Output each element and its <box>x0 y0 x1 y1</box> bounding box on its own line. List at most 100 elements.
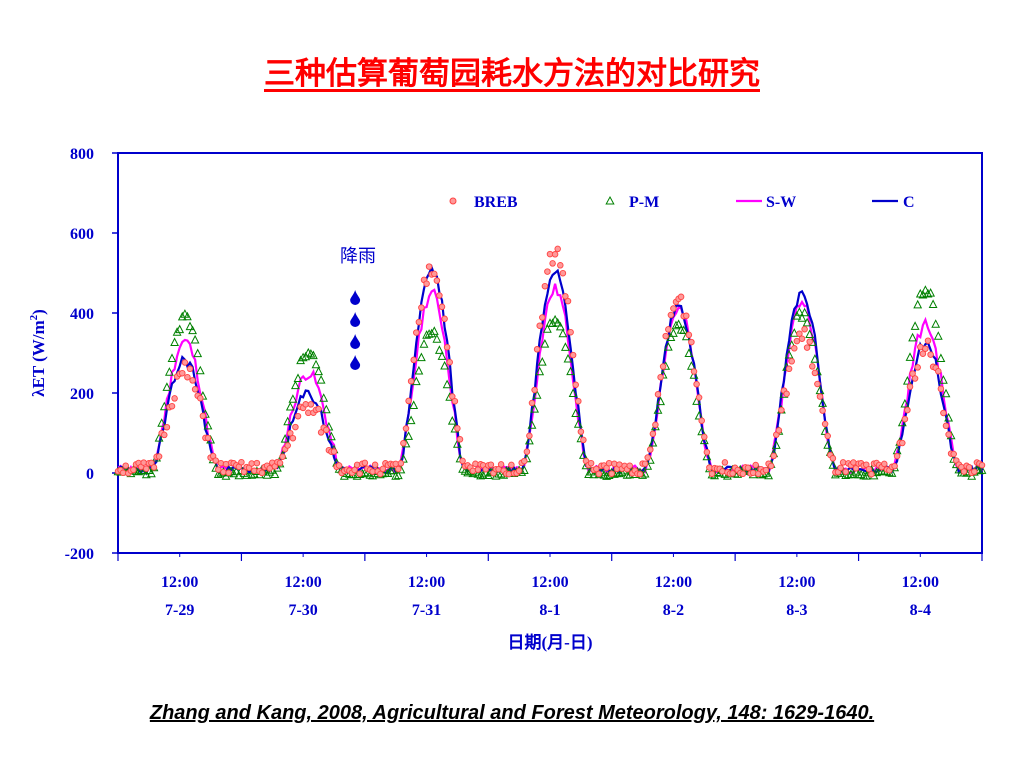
pm-point <box>663 342 673 351</box>
pm-point <box>686 361 696 370</box>
pm-point <box>182 311 192 321</box>
pm-point <box>154 433 164 442</box>
pm-point <box>414 365 424 375</box>
breb-point <box>217 459 225 467</box>
pm-point <box>802 317 812 327</box>
breb-point <box>323 426 330 434</box>
pm-point <box>584 469 594 478</box>
breb-point <box>729 470 736 477</box>
legend-label: C <box>903 194 915 211</box>
legend-label: BREB <box>474 194 518 211</box>
pm-point <box>938 375 948 384</box>
breb-point <box>971 468 978 475</box>
breb-point <box>402 425 410 432</box>
breb-point <box>821 420 829 428</box>
x-tick-label-time: 12:00 <box>778 574 815 591</box>
breb-point <box>497 461 505 468</box>
breb-point <box>533 346 541 353</box>
breb-point <box>909 370 916 377</box>
breb-point <box>816 393 824 400</box>
breb-point <box>551 251 559 258</box>
breb-point <box>284 442 291 449</box>
breb-point <box>184 373 191 381</box>
breb-point <box>150 464 158 471</box>
breb-point <box>783 390 790 398</box>
breb-point <box>770 452 777 460</box>
breb-point <box>181 359 189 366</box>
pm-point <box>874 466 884 476</box>
breb-point <box>521 457 528 465</box>
breb-point <box>410 356 417 364</box>
breb-point <box>400 439 407 447</box>
breb-point <box>749 469 757 477</box>
pm-point <box>167 353 177 362</box>
breb-point <box>778 406 785 414</box>
pm-point <box>463 467 473 477</box>
breb-point <box>140 459 147 466</box>
breb-point <box>292 423 299 431</box>
legend-item-c: C <box>872 194 915 211</box>
breb-point <box>199 412 207 420</box>
breb-point <box>279 453 286 460</box>
raindrop-icon <box>350 312 361 327</box>
legend-marker-pm <box>605 195 615 205</box>
breb-point <box>405 397 412 405</box>
breb-point <box>721 459 729 466</box>
x-tick-label-time: 12:00 <box>408 574 445 591</box>
breb-point <box>587 459 595 467</box>
pm-point <box>175 324 185 334</box>
pm-point <box>640 468 650 478</box>
breb-point <box>438 303 446 311</box>
breb-point <box>567 328 574 336</box>
legend-item-breb: BREB <box>449 194 518 211</box>
breb-point <box>397 460 405 467</box>
legend-label: S-W <box>766 194 796 211</box>
pm-point <box>319 393 329 402</box>
breb-point <box>392 460 399 468</box>
pm-point <box>535 366 545 376</box>
pm-point <box>524 435 534 445</box>
breb-point <box>891 462 898 470</box>
x-axis-label: 日期(月-日) <box>508 633 593 652</box>
pm-point <box>311 359 321 369</box>
breb-point <box>942 422 950 430</box>
breb-point <box>379 465 387 473</box>
breb-point <box>541 282 549 290</box>
breb-point <box>688 338 695 346</box>
legend-label: P-M <box>629 194 659 211</box>
breb-point <box>811 369 819 377</box>
pm-point <box>141 469 151 479</box>
breb-point <box>636 470 644 478</box>
breb-point <box>474 466 482 473</box>
x-tick-label-time: 12:00 <box>531 574 568 591</box>
breb-point <box>652 421 659 429</box>
breb-point <box>739 470 747 478</box>
pm-point <box>848 469 858 479</box>
breb-point <box>436 292 443 299</box>
pm-point <box>656 396 666 406</box>
pm-point <box>553 317 563 327</box>
pm-point <box>668 328 678 337</box>
breb-point <box>407 377 415 385</box>
x-tick-label-date: 8-4 <box>910 602 931 619</box>
pm-point <box>404 431 414 440</box>
pm-point <box>280 434 290 443</box>
pm-point <box>293 373 303 382</box>
breb-point <box>122 462 129 469</box>
breb-point <box>899 439 906 447</box>
breb-point <box>240 468 248 476</box>
pm-point <box>931 319 941 328</box>
pm-point <box>926 288 936 297</box>
rain-annotation-label: 降雨 <box>340 246 376 267</box>
pm-point <box>920 285 930 294</box>
x-tick-label-date: 7-29 <box>165 602 194 619</box>
pm-point <box>666 332 676 341</box>
breb-point <box>371 461 379 469</box>
breb-point <box>554 245 561 253</box>
breb-point <box>677 293 685 301</box>
breb-point <box>919 350 927 357</box>
breb-point <box>824 432 831 440</box>
breb-point <box>212 457 219 464</box>
breb-point <box>315 405 322 413</box>
pm-point <box>560 342 570 351</box>
